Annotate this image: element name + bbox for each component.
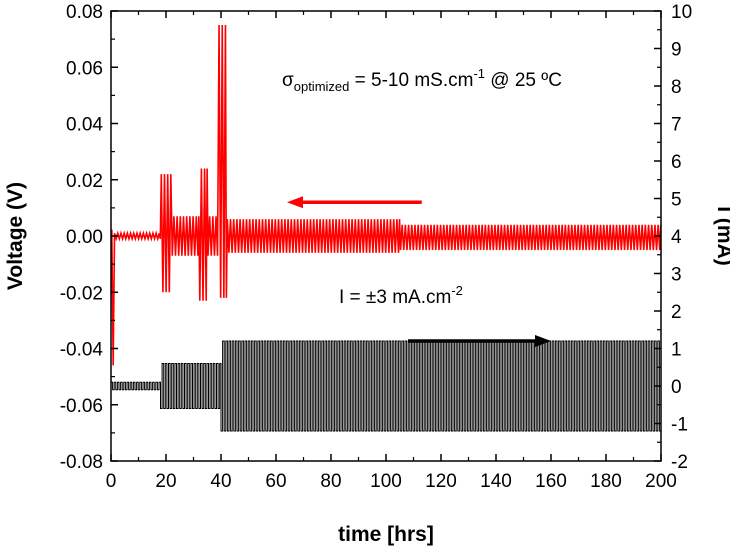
x-tick-label: 160 — [535, 471, 567, 492]
right-tick-label: 5 — [671, 190, 682, 211]
current-exponent: -2 — [451, 283, 463, 298]
left-tick-label: -0.06 — [60, 396, 103, 417]
right-tick-label: 6 — [671, 152, 682, 173]
left-tick-label: 0.02 — [66, 171, 103, 192]
left-tick-label: 0.06 — [66, 58, 103, 79]
left-tick-label: -0.08 — [60, 452, 103, 473]
x-tick-label: 120 — [425, 471, 457, 492]
ticks-layer: 0 20 40 60 80 100 120 140 160 180 200-0.08-0.06-0.… — [60, 2, 692, 492]
left-tick-label: 0.00 — [66, 227, 103, 248]
right-tick-label: 9 — [671, 40, 682, 61]
right-tick-label: 3 — [671, 265, 682, 286]
current-series-line — [111, 340, 661, 432]
x-tick-label: 0 — [106, 471, 117, 492]
right-tick-label: 8 — [671, 77, 682, 98]
right-tick-label: 10 — [671, 2, 692, 23]
current-density-annotation: I = ±3 mA.cm-2 — [339, 283, 463, 308]
left-tick-label: 0.04 — [66, 115, 103, 136]
x-tick-label: 200 — [645, 471, 677, 492]
left-tick-label: -0.04 — [60, 340, 104, 361]
series-layer — [111, 25, 662, 432]
right-tick-label: 2 — [671, 302, 682, 323]
left-tick-label: -0.02 — [60, 283, 103, 304]
sigma-exponent: -1 — [473, 66, 485, 81]
voltage-series-line — [111, 25, 662, 366]
voltage-arrow-head — [287, 196, 303, 209]
sigma-symbol: σ — [282, 70, 294, 91]
x-tick-label: 140 — [480, 471, 512, 492]
sigma-value: = 5-10 mS.cm — [349, 70, 473, 91]
right-tick-label: 1 — [671, 340, 682, 361]
x-axis-title: time [hrs] — [338, 523, 434, 546]
right-tick-label: 4 — [671, 227, 682, 248]
right-tick-label: 0 — [671, 377, 682, 398]
right-tick-label: -2 — [671, 452, 688, 473]
arrow-layer — [287, 196, 551, 347]
x-tick-label: 60 — [265, 471, 286, 492]
x-tick-label: 20 — [155, 471, 176, 492]
current-arrow-head — [535, 335, 551, 347]
current-main: I = ±3 mA.cm — [339, 287, 451, 308]
right-tick-label: -1 — [671, 415, 688, 436]
left-axis-title: Voltage (V) — [4, 182, 27, 290]
conductivity-annotation: σoptimized = 5-10 mS.cm-1 @ 25 ºC — [282, 66, 562, 94]
x-tick-label: 40 — [210, 471, 231, 492]
x-tick-label: 80 — [320, 471, 341, 492]
right-tick-label: 7 — [671, 115, 682, 136]
x-tick-label: 180 — [590, 471, 622, 492]
left-tick-label: 0.08 — [66, 2, 103, 23]
sigma-tail: @ 25 ºC — [485, 70, 562, 91]
right-axis-title: I (mA) — [713, 206, 730, 266]
x-tick-label: 100 — [370, 471, 402, 492]
sigma-subscript: optimized — [294, 79, 350, 94]
